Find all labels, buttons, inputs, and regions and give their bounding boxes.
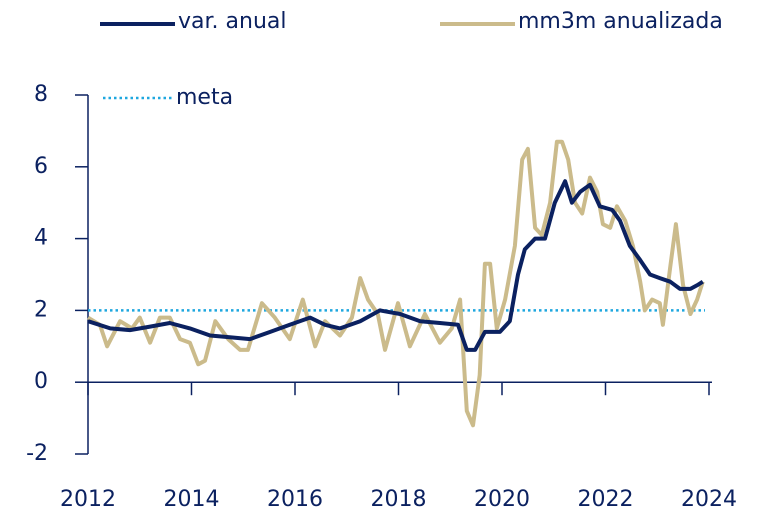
x-tick-label: 2016	[267, 487, 323, 512]
x-tick-label: 2020	[474, 487, 530, 512]
y-tick-label: 8	[34, 82, 48, 107]
y-tick-label: -2	[26, 441, 48, 466]
legend-label: mm3m anualizada	[518, 9, 723, 34]
legend-label: meta	[176, 85, 233, 110]
series-line	[86, 139, 705, 428]
series-line	[87, 179, 704, 352]
x-tick-label: 2018	[371, 487, 427, 512]
y-tick-label: 2	[34, 297, 48, 322]
y-tick-label: 6	[34, 154, 48, 179]
x-tick-label: 2022	[578, 487, 634, 512]
y-tick-label: 4	[34, 226, 48, 251]
x-tick-label: 2014	[164, 487, 220, 512]
y-tick-label: 0	[34, 369, 48, 394]
legend-label: var. anual	[178, 9, 286, 34]
x-tick-label: 2024	[681, 487, 737, 512]
x-tick-label: 2012	[60, 487, 116, 512]
